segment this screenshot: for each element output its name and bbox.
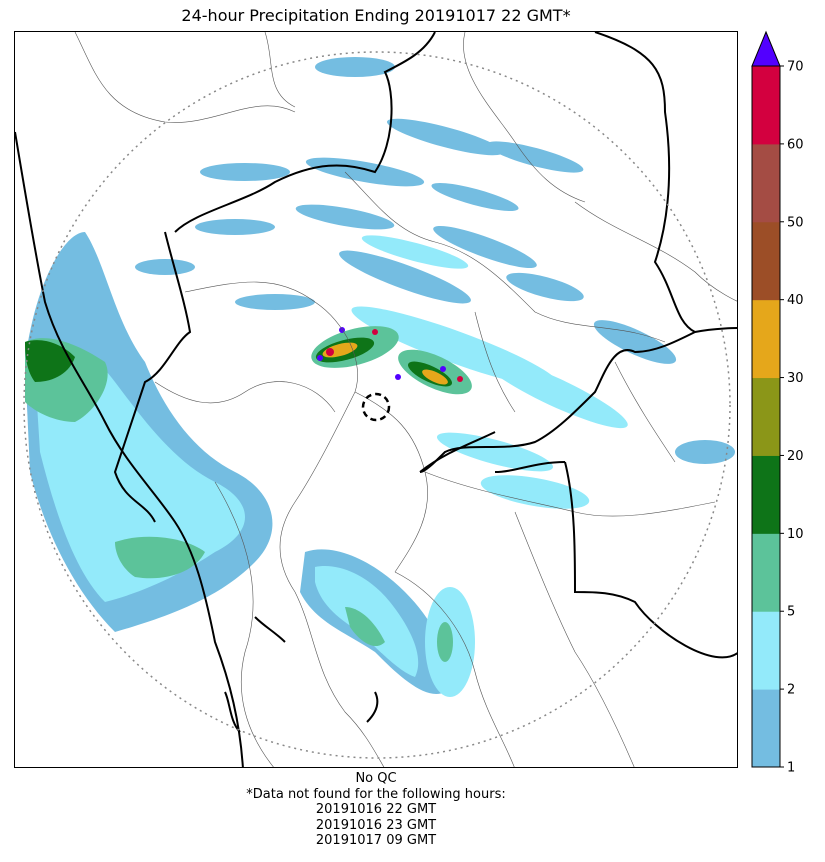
precip-bands-north: [135, 57, 735, 464]
colorbar-tick-label: 40: [787, 293, 804, 308]
colorbar-tick-label: 1: [787, 761, 795, 776]
colorbar-ticks: 1 2 5 10 20 30 40 50 60 70: [780, 60, 804, 776]
colorbar-tick-label: 70: [787, 60, 804, 75]
missing-hour: 20191016 23 GMT: [315, 817, 437, 833]
colorbar-swatch: [752, 377, 780, 456]
colorbar-swatches: [752, 66, 780, 768]
colorbar-outline: [751, 65, 781, 768]
missing-hour: 20191017 09 GMT: [315, 833, 437, 848]
precip-bands-light: [351, 235, 628, 509]
map-title: 24-hour Precipitation Ending 20191017 22…: [181, 6, 571, 25]
colorbar-swatch: [752, 143, 780, 223]
missing-hour: 20191016 22 GMT: [315, 802, 437, 817]
district-boundaries: [74, 32, 737, 767]
missing-data-note: *Data not found for the following hours:: [246, 786, 506, 802]
radar-site-marker: [361, 392, 391, 422]
state-boundaries: [15, 32, 737, 767]
colorbar-tick-label: 50: [787, 215, 804, 230]
colorbar-swatch: [752, 66, 780, 145]
colorbar-overflow-arrow: [751, 30, 781, 67]
colorbar-tick-label: 2: [787, 683, 795, 698]
colorbar-swatch: [752, 455, 780, 534]
colorbar-swatch: [752, 689, 780, 768]
colorbar-tick-label: 30: [787, 371, 804, 386]
precipitation-colorbar: 1 2 5 10 20 30 40 50 60 70: [751, 30, 804, 776]
precipitation-field: [25, 57, 735, 697]
colorbar-swatch: [752, 221, 780, 301]
map-footer: No QC *Data not found for the following …: [0, 771, 752, 849]
colorbar-tick-label: 20: [787, 449, 804, 464]
precip-area-west-4: [25, 340, 75, 382]
colorbar-tick-label: 10: [787, 527, 804, 542]
colorbar-swatch: [752, 299, 780, 379]
qc-status: No QC: [355, 771, 397, 786]
colorbar-tick-label: 5: [787, 605, 795, 620]
radar-range-ring: [23, 51, 731, 759]
precip-area-southwest: [115, 536, 205, 579]
precip-cell-south-east-2: [437, 622, 453, 662]
map-canvas: [15, 32, 737, 767]
colorbar-swatch: [752, 611, 780, 690]
radar-map: [14, 31, 738, 768]
colorbar-swatch: [752, 533, 780, 612]
colorbar-tick-label: 60: [787, 137, 804, 152]
precip-heavy-cells: [311, 326, 472, 395]
precip-area-south-3: [345, 607, 385, 647]
